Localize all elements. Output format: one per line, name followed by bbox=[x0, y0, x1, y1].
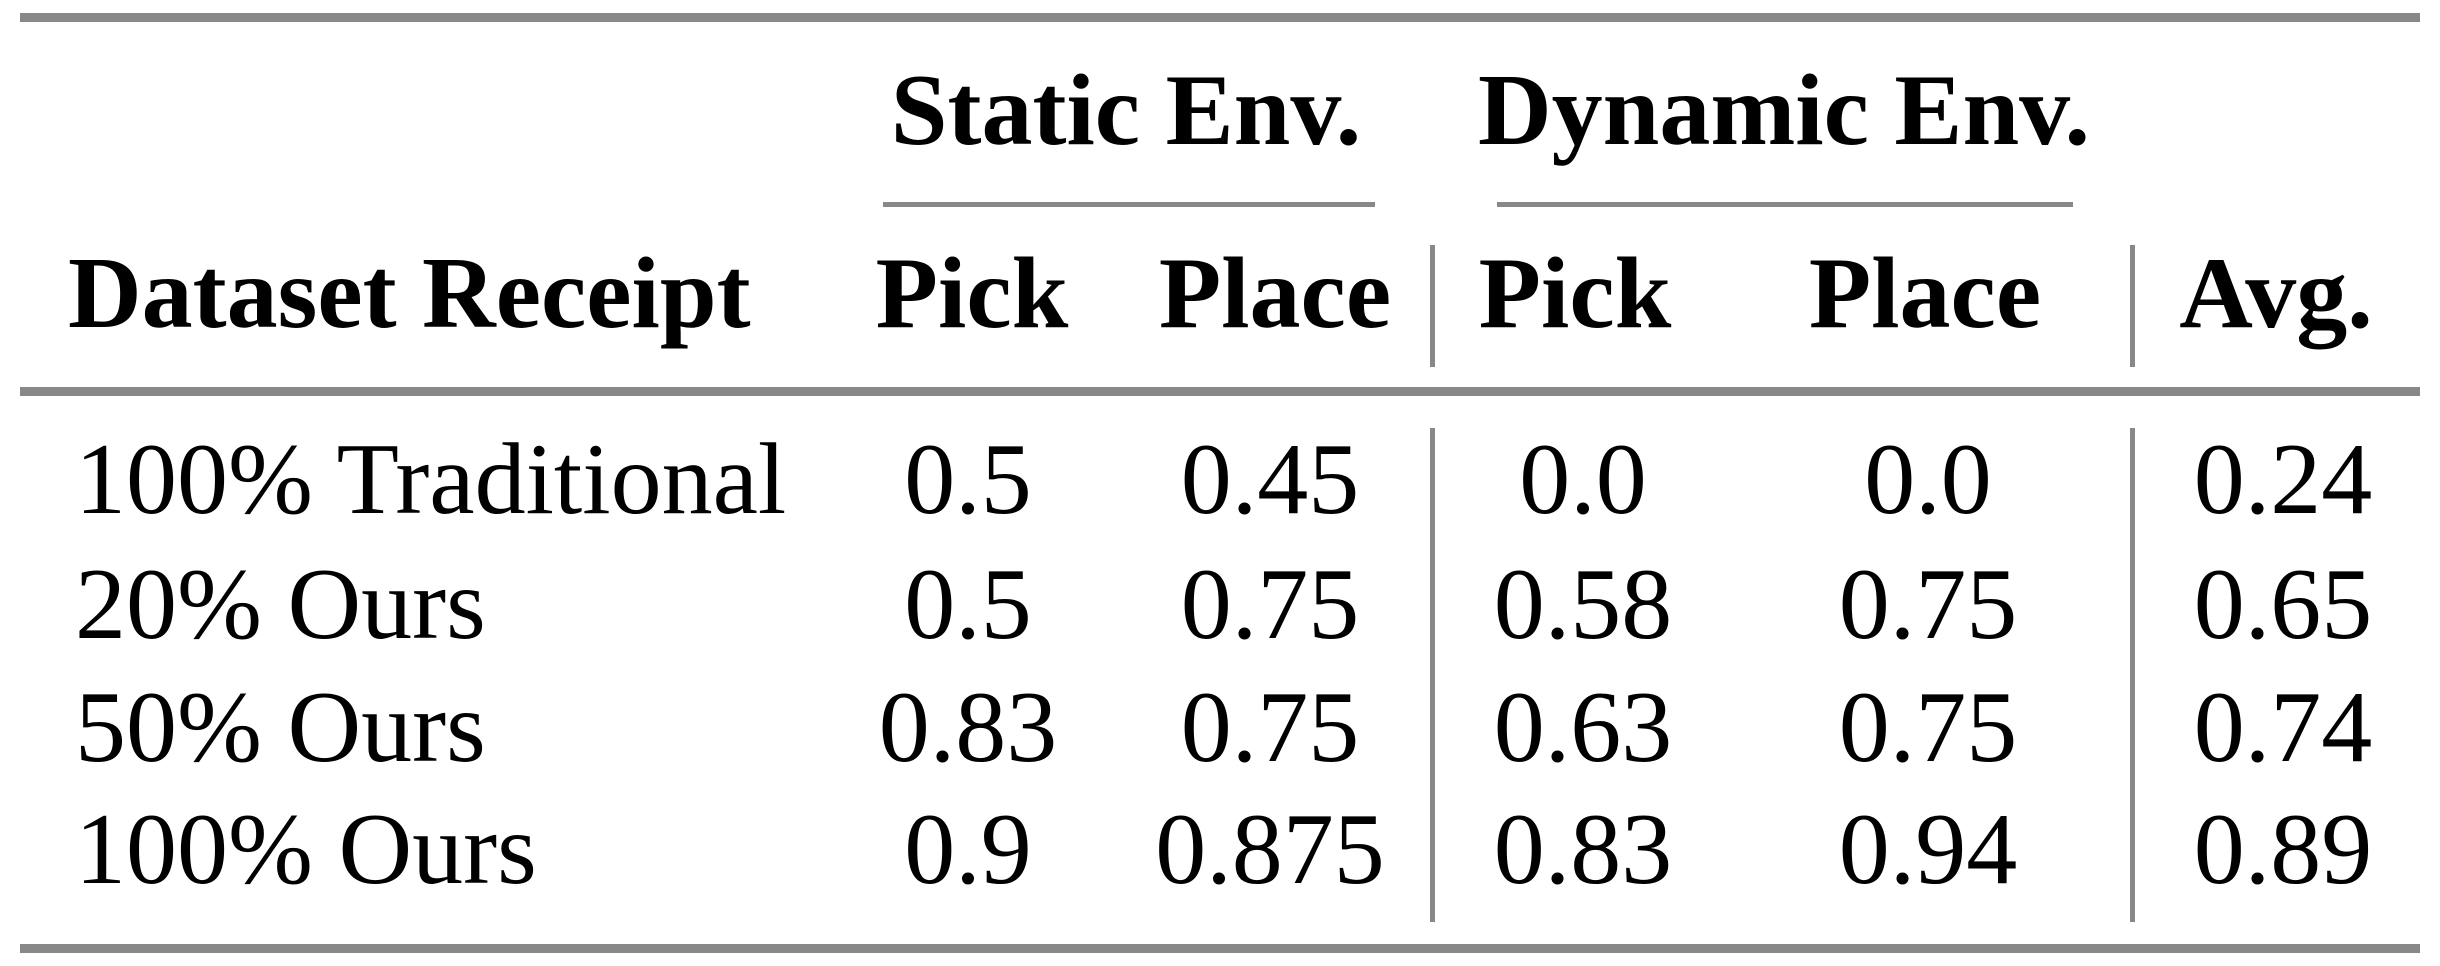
cell-static-place: 0.75 bbox=[1180, 548, 1360, 661]
cell-avg: 0.89 bbox=[2193, 793, 2373, 906]
column-header-avg: Avg. bbox=[2179, 237, 2373, 350]
vertical-rule-dynamic-avg-body bbox=[2130, 428, 2135, 922]
dynamic-env-cmidrule bbox=[1497, 202, 2073, 207]
table-bottom-rule bbox=[20, 944, 2420, 953]
vertical-rule-dynamic-avg-header bbox=[2130, 245, 2135, 367]
cell-dynamic-place: 0.0 bbox=[1864, 423, 1992, 536]
cell-static-pick: 0.5 bbox=[904, 423, 1032, 536]
column-header-dataset-receipt: Dataset Receipt bbox=[68, 237, 751, 350]
column-header-dynamic-place: Place bbox=[1808, 237, 2042, 350]
cell-dynamic-pick: 0.58 bbox=[1493, 548, 1673, 661]
cell-dynamic-pick: 0.83 bbox=[1493, 793, 1673, 906]
cell-static-place: 0.75 bbox=[1180, 671, 1360, 784]
cell-static-place: 0.875 bbox=[1155, 793, 1385, 906]
cell-static-pick: 0.83 bbox=[878, 671, 1058, 784]
vertical-rule-static-dynamic-header bbox=[1430, 245, 1435, 367]
row-label: 100% Ours bbox=[75, 793, 537, 906]
row-label: 100% Traditional bbox=[75, 423, 787, 536]
vertical-rule-static-dynamic-body bbox=[1430, 428, 1435, 922]
column-header-static-pick: Pick bbox=[875, 237, 1069, 350]
cell-avg: 0.74 bbox=[2193, 671, 2373, 784]
cell-dynamic-place: 0.75 bbox=[1838, 548, 2018, 661]
cell-dynamic-pick: 0.0 bbox=[1519, 423, 1647, 536]
cell-avg: 0.65 bbox=[2193, 548, 2373, 661]
table-header-rule bbox=[20, 387, 2420, 396]
row-label: 50% Ours bbox=[75, 671, 486, 784]
cell-static-pick: 0.9 bbox=[904, 793, 1032, 906]
row-label: 20% Ours bbox=[75, 548, 486, 661]
group-header-static-env: Static Env. bbox=[890, 54, 1362, 167]
group-header-dynamic-env: Dynamic Env. bbox=[1477, 54, 2091, 167]
cell-static-place: 0.45 bbox=[1180, 423, 1360, 536]
cell-dynamic-pick: 0.63 bbox=[1493, 671, 1673, 784]
cell-dynamic-place: 0.75 bbox=[1838, 671, 2018, 784]
cell-dynamic-place: 0.94 bbox=[1838, 793, 2018, 906]
cell-static-pick: 0.5 bbox=[904, 548, 1032, 661]
table-top-rule bbox=[20, 13, 2420, 22]
column-header-static-place: Place bbox=[1158, 237, 1392, 350]
column-header-dynamic-pick: Pick bbox=[1478, 237, 1672, 350]
static-env-cmidrule bbox=[883, 202, 1375, 207]
cell-avg: 0.24 bbox=[2193, 423, 2373, 536]
